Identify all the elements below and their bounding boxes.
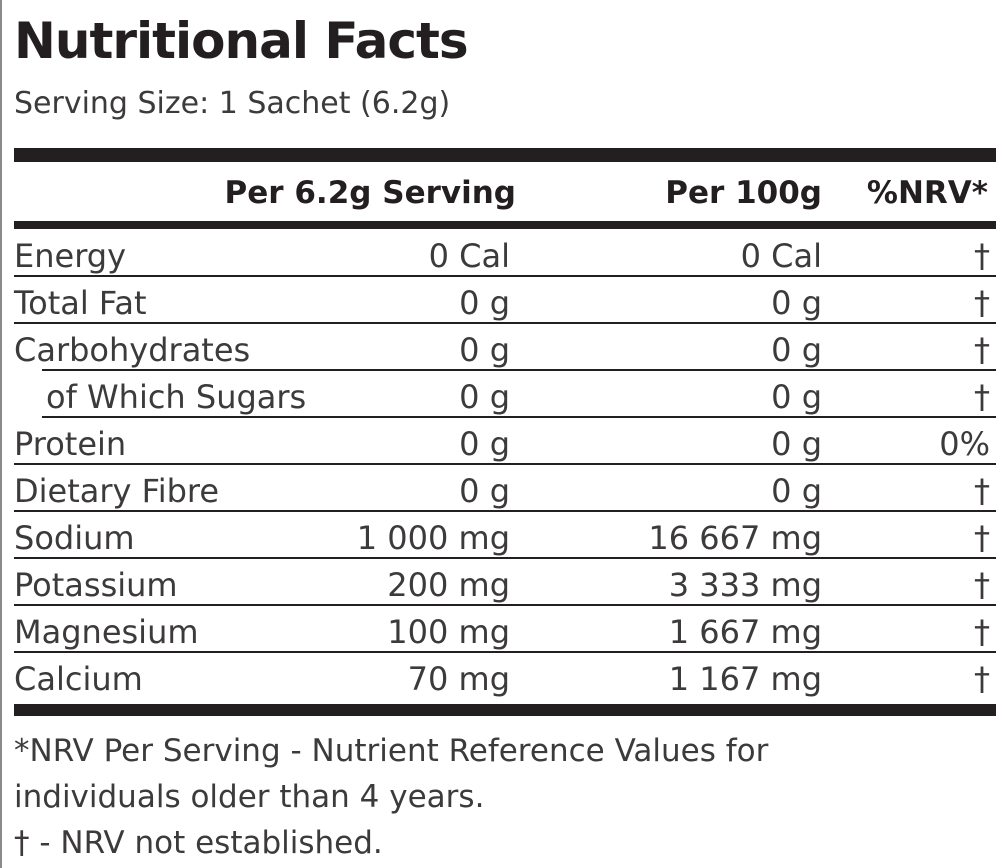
per-100g-value: 0 g <box>771 425 822 463</box>
footnotes: *NRV Per Serving - Nutrient Reference Va… <box>14 728 994 866</box>
table-row: Carbohydrates 0 g 0 g † <box>14 324 996 371</box>
nutrient-name: of Which Sugars <box>46 378 307 416</box>
per-serving-value: 0 g <box>459 425 510 463</box>
page-title: Nutritional Facts <box>14 12 469 70</box>
per-serving-value: 0 g <box>459 284 510 322</box>
per-serving-value: 0 Cal <box>428 237 510 275</box>
row-divider <box>14 557 996 559</box>
bottom-divider <box>14 704 996 716</box>
serving-size: Serving Size: 1 Sachet (6.2g) <box>14 86 451 121</box>
table-row: Energy 0 Cal 0 Cal † <box>14 230 996 277</box>
nrv-value: † <box>974 660 990 698</box>
table-row: Calcium 70 mg 1 167 mg † <box>14 653 996 700</box>
row-divider <box>14 322 996 324</box>
nrv-value: † <box>974 613 990 651</box>
nrv-value: † <box>974 378 990 416</box>
nutrient-name: Magnesium <box>14 613 199 651</box>
per-100g-value: 0 g <box>771 284 822 322</box>
nrv-value: † <box>974 472 990 510</box>
nrv-value: † <box>974 331 990 369</box>
table-row: Magnesium 100 mg 1 667 mg † <box>14 606 996 653</box>
per-serving-value: 100 mg <box>387 613 510 651</box>
header-per-serving: Per 6.2g Serving <box>224 175 516 211</box>
footnote-nrv-line2: individuals older than 4 years. <box>14 779 485 815</box>
table-row: Protein 0 g 0 g 0% <box>14 418 996 465</box>
nrv-value: † <box>974 284 990 322</box>
top-divider <box>14 148 996 162</box>
table-row: Dietary Fibre 0 g 0 g † <box>14 465 996 512</box>
row-divider <box>14 463 996 465</box>
nrv-value: † <box>974 566 990 604</box>
nutrient-name: Carbohydrates <box>14 331 251 369</box>
per-100g-value: 3 333 mg <box>668 566 822 604</box>
table-header: Per 6.2g Serving Per 100g %NRV* <box>14 170 996 216</box>
table-row: of Which Sugars 0 g 0 g † <box>14 371 996 418</box>
table-row: Potassium 200 mg 3 333 mg † <box>14 559 996 606</box>
per-100g-value: 0 g <box>771 331 822 369</box>
per-serving-value: 0 g <box>459 472 510 510</box>
nrv-value: 0% <box>939 425 990 463</box>
nutrient-name: Dietary Fibre <box>14 472 220 510</box>
table-row: Sodium 1 000 mg 16 667 mg † <box>14 512 996 559</box>
row-divider <box>42 369 996 371</box>
nutrient-name: Calcium <box>14 660 143 698</box>
header-nrv: %NRV* <box>866 175 988 211</box>
row-divider <box>14 651 996 653</box>
row-divider <box>14 604 996 606</box>
table-row: Total Fat 0 g 0 g † <box>14 277 996 324</box>
per-serving-value: 0 g <box>459 378 510 416</box>
nutrient-name: Protein <box>14 425 127 463</box>
per-100g-value: 1 167 mg <box>668 660 822 698</box>
per-100g-value: 0 Cal <box>740 237 822 275</box>
footnote-nrv-line1: *NRV Per Serving - Nutrient Reference Va… <box>14 733 769 769</box>
per-100g-value: 1 667 mg <box>668 613 822 651</box>
header-per-100g: Per 100g <box>665 175 822 211</box>
header-divider <box>14 221 996 229</box>
nutrient-name: Energy <box>14 237 127 275</box>
row-divider <box>14 275 996 277</box>
per-serving-value: 70 mg <box>407 660 510 698</box>
left-border <box>0 0 2 868</box>
row-divider <box>42 416 996 418</box>
nutrient-name: Total Fat <box>14 284 147 322</box>
footnote-dagger: † - NRV not established. <box>14 825 383 861</box>
per-serving-value: 1 000 mg <box>356 519 510 557</box>
per-100g-value: 0 g <box>771 378 822 416</box>
per-100g-value: 0 g <box>771 472 822 510</box>
per-serving-value: 0 g <box>459 331 510 369</box>
nrv-value: † <box>974 237 990 275</box>
per-100g-value: 16 667 mg <box>648 519 822 557</box>
nutrient-name: Sodium <box>14 519 135 557</box>
per-serving-value: 200 mg <box>387 566 510 604</box>
nutrient-name: Potassium <box>14 566 178 604</box>
nrv-value: † <box>974 519 990 557</box>
row-divider <box>14 510 996 512</box>
